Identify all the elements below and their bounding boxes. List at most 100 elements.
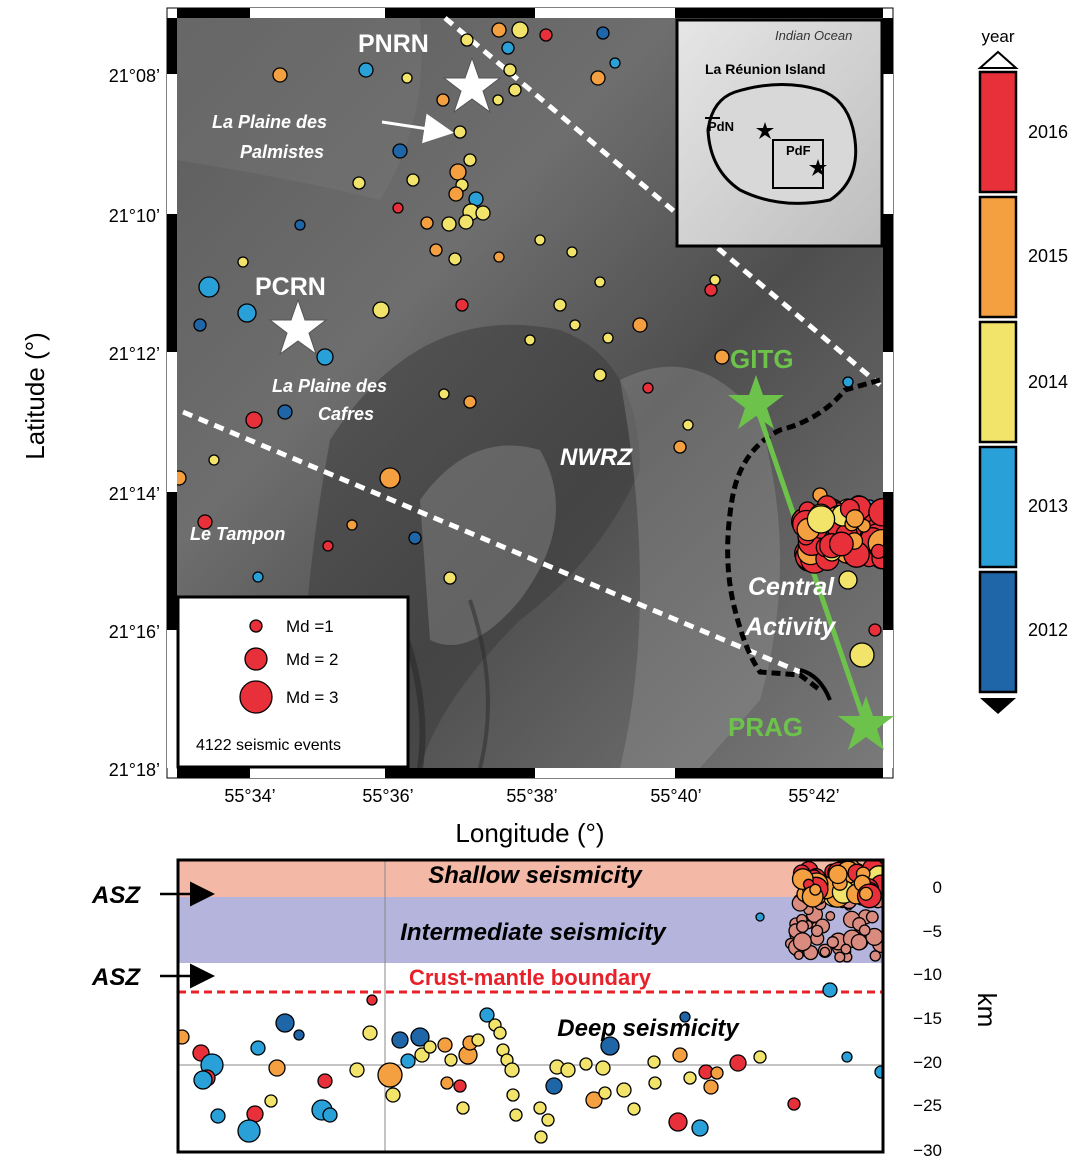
inset-island-outline (706, 83, 858, 205)
label-pcrn: PCRN (255, 273, 326, 301)
section-event-marker (193, 1070, 213, 1090)
label-central-2: Activity (744, 613, 836, 641)
lon-tick: 55°40’ (650, 786, 701, 806)
colorbar-segment (978, 570, 1018, 694)
map-event-marker (448, 186, 464, 202)
map-event-marker (237, 303, 257, 323)
latitude-tick-labels: 21°08’ 21°10’ 21°12’ 21°14’ 21°16’ 21°18… (109, 66, 160, 780)
map-event-marker (420, 216, 434, 230)
longitude-tick-labels: 55°34’ 55°36’ 55°38’ 55°40’ 55°42’ (224, 786, 839, 806)
colorbar-bottom-arrow (980, 698, 1016, 714)
depth-tick-labels: 0 −5 −10 −15 −20 −25 −30 (913, 878, 942, 1160)
section-event-marker (616, 1082, 632, 1098)
inset-pdf-star (809, 159, 827, 176)
section-event-marker (792, 932, 812, 952)
colorbar-title: year (981, 27, 1014, 46)
section-event-marker (869, 950, 882, 962)
section-event-marker (293, 1029, 305, 1041)
section-event-marker (858, 886, 874, 901)
map-event-marker (245, 411, 263, 429)
section-event-marker (600, 1036, 620, 1056)
depth-tick: −10 (913, 965, 942, 984)
map-event-marker (392, 202, 404, 214)
map-event-marker (828, 531, 854, 557)
map-frame (166, 7, 894, 779)
lat-tick: 21°10’ (109, 206, 160, 226)
map-event-marker (441, 216, 457, 232)
section-event-marker (453, 1079, 467, 1093)
map-labels: PNRN PCRN La Plaine des Palmistes La Pla… (190, 30, 836, 742)
map-event-marker (566, 246, 578, 258)
section-event-marker (729, 1054, 747, 1072)
section-event-marker (268, 1059, 286, 1077)
depth-tick: −20 (913, 1053, 942, 1072)
section-event-marker (755, 912, 765, 922)
colorbar-year: 2013 (1028, 496, 1068, 516)
section-event-marker (471, 1033, 485, 1047)
map-event-marker (845, 509, 865, 528)
label-gitg: GITG (730, 344, 794, 374)
map-event-marker (682, 419, 694, 431)
section-event-marker (493, 1026, 507, 1040)
palmistes-arrow (381, 113, 454, 144)
section-event-marker (668, 1112, 688, 1132)
map-event-marker (569, 319, 581, 331)
section-event-marker (423, 1040, 437, 1054)
section-event-marker (579, 1057, 593, 1071)
map-event-marker (408, 531, 422, 545)
inset-pdn-star (756, 122, 774, 139)
colorbar-year: 2012 (1028, 620, 1068, 640)
section-event-marker (691, 1119, 709, 1137)
pcrn-star (268, 298, 328, 356)
legend-md3-circle (239, 680, 273, 714)
legend-md2-label: Md = 2 (286, 650, 338, 669)
x-axis-title: Longitude (°) (455, 818, 604, 848)
map-event-marker (491, 22, 507, 38)
map-event-marker (429, 243, 443, 257)
shallow-band (178, 860, 883, 897)
shallow-label: Shallow seismicity (428, 862, 643, 889)
section-event-marker (385, 1087, 401, 1103)
lat-tick: 21°16’ (109, 622, 160, 642)
section-event-marker (437, 1037, 453, 1053)
map-event-marker (316, 348, 334, 366)
caldera-boundary (725, 377, 881, 692)
rift-zone-lines (182, 16, 882, 675)
map-event-marker (806, 505, 836, 534)
colorbar-segment (978, 70, 1018, 194)
section-event-marker (479, 1007, 495, 1023)
caldera-boundary-solid (799, 668, 832, 701)
map-event-marker (475, 205, 491, 221)
section-event-marker (534, 1130, 548, 1144)
map-event-marker (252, 571, 264, 583)
depth-axis-title: km (972, 993, 1002, 1028)
section-event-marker (178, 1029, 190, 1045)
section-event-marker (819, 946, 831, 958)
map-event-marker (596, 26, 610, 40)
map-panel: PNRN PCRN La Plaine des Palmistes La Pla… (20, 7, 894, 848)
station-stars (268, 56, 894, 750)
asz-markers: ASZ ASZ (91, 881, 215, 991)
section-event-marker (753, 1050, 767, 1064)
map-event-marker (346, 519, 358, 531)
section-event-marker (627, 1102, 641, 1116)
section-event-marker (349, 1062, 365, 1078)
inset-map: Indian Ocean La Réunion Island PdN PdF (675, 18, 884, 248)
lon-tick: 55°34’ (224, 786, 275, 806)
inset-island-label: La Réunion Island (705, 61, 826, 77)
section-event-marker (509, 1108, 523, 1122)
map-event-marker (868, 623, 882, 637)
section-event-marker (400, 1053, 416, 1069)
map-event-marker (870, 543, 883, 560)
section-labels: Shallow seismicity Intermediate seismici… (400, 862, 740, 1042)
map-event-marker (449, 163, 467, 181)
inset-ocean-label: Indian Ocean (775, 28, 852, 43)
map-event-marker (463, 153, 477, 167)
map-event-marker (198, 276, 220, 298)
section-event-marker (810, 924, 824, 938)
section-event-marker (377, 1062, 403, 1088)
map-event-marker (493, 251, 505, 263)
colorbar-top-arrow (977, 50, 1019, 69)
map-event-marker (197, 514, 213, 530)
lon-tick: 55°42’ (788, 786, 839, 806)
